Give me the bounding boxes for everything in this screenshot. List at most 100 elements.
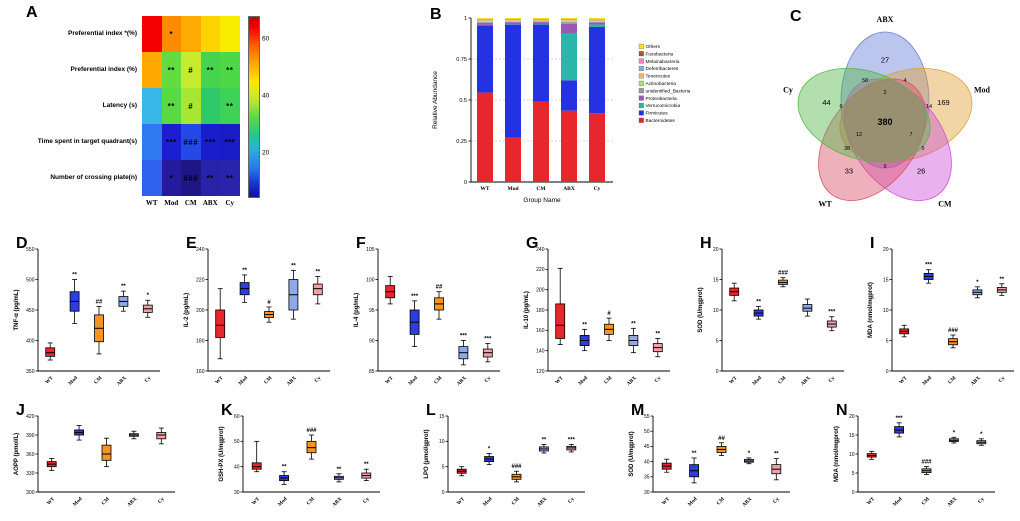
panel-N: N 0 5 10 15 20 MDA (nmol/mgprot) WT *** Mod ### CM *…: [830, 402, 1000, 518]
bar-segment-Actinobacteria: [477, 21, 493, 23]
legend-swatch: [638, 103, 644, 108]
heatmap-cell: [200, 16, 220, 52]
box-CM: ##: [94, 299, 104, 355]
x-tick-label: Cy: [594, 186, 601, 192]
heatmap-cell: #: [181, 52, 201, 88]
y-tick-label: 50: [234, 439, 240, 445]
legend-swatch: [638, 95, 644, 101]
boxplot-M: 30 35 40 45 50 55 SOD (U/mgprot) WT ** Mod ## CM * AB…: [629, 414, 790, 508]
y-tick-label: 10: [713, 308, 719, 314]
y-tick-label: 0.75: [456, 57, 467, 63]
legend-label: Melainabacteria: [646, 59, 680, 65]
x-tick-label: WT: [661, 496, 672, 507]
x-tick-label: Cy: [143, 375, 152, 384]
x-tick-label: Cy: [157, 496, 166, 505]
y-tick-label: 5: [852, 471, 855, 477]
panel-E: E 160 180 200 220 240 IL-2 (pg/mL) WT ** Mod # CM **…: [180, 235, 335, 397]
box-ABX: **: [628, 321, 639, 354]
bar-segment-Others: [589, 18, 605, 20]
significance-marker: **: [774, 452, 779, 458]
heatmap-cell: **: [200, 52, 220, 88]
significance-marker: **: [315, 269, 320, 275]
legend-label: Bacteroidetes: [646, 118, 676, 124]
y-tick-label: 350: [26, 369, 35, 375]
legend-swatch: [638, 80, 644, 86]
box-ABX: [802, 298, 813, 317]
panel-letter: D: [16, 235, 28, 252]
y-tick-label: 300: [26, 490, 35, 496]
x-tick-label: Mod: [751, 375, 763, 387]
venn-set-ABX: [840, 31, 930, 169]
colorbar-tick-label: 40: [262, 92, 270, 100]
box-Cy: ***: [482, 337, 493, 363]
x-tick-label: WT: [898, 375, 909, 386]
box-CM: #: [264, 300, 274, 323]
bar-segment-unidentified_Bacteria: [589, 21, 605, 23]
panel-D: D 350 400 450 500 550 TNF-α (pg/mL) WT ** Mod ## CM…: [10, 235, 165, 397]
y-tick-label: 10: [883, 308, 889, 314]
heatmap-row-label: Preferential index (%): [70, 66, 137, 74]
venn-intersection-count: 9: [883, 164, 886, 170]
box-ABX: *: [972, 280, 983, 299]
venn-set-label: Cy: [783, 85, 793, 94]
boxplot-I: 0 5 10 15 20 MDA (nmol/mgprot) WT *** Mod ### CM * A…: [868, 247, 1014, 387]
panel-letter: G: [526, 235, 539, 252]
box-Cy: **: [312, 269, 323, 305]
venn-intersection-count: 12: [856, 132, 862, 138]
x-tick-label: Cy: [362, 496, 371, 505]
y-tick-label: 120: [536, 369, 545, 375]
significance-marker: ***: [828, 310, 836, 316]
x-tick-label: Cy: [567, 496, 576, 505]
heatmap-cell: [142, 52, 162, 88]
y-tick-label: 10: [439, 439, 445, 445]
y-tick-label: 220: [196, 277, 205, 283]
panel-B: B 0 0.25 0.5 0.75 1 Relative Abundance WT Mod CM…: [425, 4, 725, 230]
y-tick-label: 95: [369, 308, 375, 314]
y-tick-label: 20: [883, 247, 889, 253]
venn-unique-count: 26: [917, 167, 925, 176]
y-tick-label: 90: [369, 338, 375, 344]
panel-letter: E: [186, 235, 197, 252]
x-tick-label: Mod: [277, 496, 289, 508]
box-Cy: *: [976, 432, 987, 446]
y-tick-label: 240: [196, 247, 205, 253]
panel-K: K 30 40 50 60 GSH-PX (U/mgprot) WT ** Mod ### CM **…: [215, 402, 385, 518]
x-tick-label: WT: [214, 375, 225, 386]
heatmap-cell: [142, 160, 162, 196]
significance-marker: #: [267, 300, 271, 306]
venn-set-Mod: [839, 67, 973, 163]
box-CM: ##: [434, 285, 444, 320]
box-Mod: *: [484, 446, 494, 466]
box-Mod: ***: [409, 294, 420, 347]
panel-L: L 0 5 10 15 LPO (μmol/gprot) WT * Mod ### CM ** ABX *…: [420, 402, 590, 518]
y-tick-label: 5: [442, 464, 445, 470]
heatmap-cell: ###: [181, 160, 201, 196]
venn-set-label: ABX: [877, 15, 894, 24]
y-tick-label: 0: [852, 490, 855, 496]
significance-marker: #: [607, 311, 611, 317]
y-tick-label: 180: [196, 338, 205, 344]
box-WT: [555, 267, 566, 345]
x-tick-label: CM: [777, 375, 787, 385]
significance-marker: *: [976, 280, 979, 286]
legend-swatch: [638, 110, 644, 116]
box-WT: [866, 450, 877, 460]
x-tick-label: ABX: [800, 375, 812, 387]
box-WT: [251, 440, 262, 473]
heatmap-col-label: WT: [145, 199, 158, 207]
significance-marker: **: [364, 462, 369, 468]
bar-segment-Verrucomicrobia: [561, 33, 577, 81]
bar-segment-Others: [561, 18, 577, 19]
y-tick-label: 500: [26, 277, 35, 283]
venn-intersection-count: 2: [883, 90, 886, 96]
x-tick-label: Cy: [997, 375, 1006, 384]
venn-intersection-count: 6: [839, 104, 842, 110]
box-Mod: **: [689, 451, 699, 484]
box-Mod: **: [579, 322, 590, 352]
x-tick-label: Mod: [72, 496, 84, 508]
venn-root: ABX 27 Mod 169 CM 26 WT 33 Cy 44 380 4 14 5 9 38 6 58 7 12 2: [752, 2, 1018, 239]
x-tick-label: WT: [866, 496, 877, 507]
bar-segment-Firmicutes: [561, 80, 577, 111]
panel-M: M 30 35 40 45 50 55 SOD (U/mgprot) WT ** Mod ## CM * A…: [625, 402, 795, 518]
